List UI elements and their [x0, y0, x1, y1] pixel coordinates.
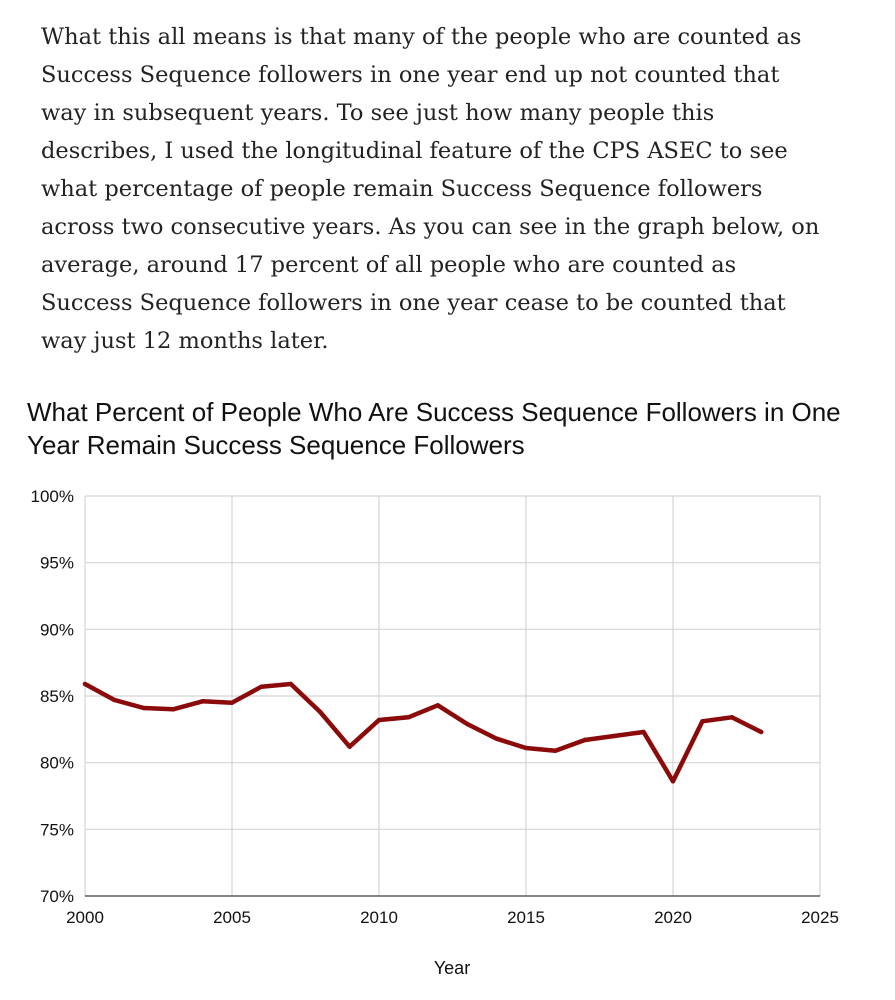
x-axis-label: Year	[434, 958, 470, 978]
x-axis-ticks: 2000 2005 2010 2015 2020 2025	[66, 908, 839, 927]
y-tick-label: 100%	[31, 487, 74, 506]
y-axis-ticks: 70% 75% 80% 85% 90% 95% 100%	[31, 487, 74, 906]
y-tick-label: 90%	[40, 620, 74, 639]
data-point	[229, 700, 235, 705]
x-tick-label: 2010	[360, 908, 398, 927]
data-point	[612, 733, 617, 739]
chart-grid	[84, 495, 821, 897]
data-point	[347, 744, 352, 749]
y-tick-label: 85%	[40, 687, 74, 706]
x-tick-label: 2020	[654, 908, 692, 927]
data-point	[288, 681, 293, 687]
data-point	[759, 729, 764, 735]
data-point	[729, 715, 734, 720]
x-tick-label: 2000	[66, 908, 104, 927]
data-point	[494, 736, 499, 741]
y-tick-label: 95%	[40, 554, 74, 573]
data-point	[465, 721, 470, 727]
data-point	[82, 681, 88, 687]
data-point	[141, 705, 146, 711]
data-point	[523, 745, 529, 751]
series-line	[82, 681, 764, 784]
data-point	[406, 715, 411, 720]
chart-title: What Percent of People Who Are Success S…	[27, 397, 841, 460]
data-point	[582, 737, 587, 743]
data-point	[670, 779, 676, 784]
data-point	[553, 748, 558, 753]
x-tick-label: 2005	[213, 908, 251, 927]
data-point	[259, 684, 264, 689]
article-paragraph: What this all means is that many of the …	[41, 24, 820, 354]
x-tick-label: 2025	[801, 908, 839, 927]
data-point	[641, 729, 646, 735]
y-tick-label: 80%	[40, 754, 74, 773]
data-point	[200, 699, 205, 704]
x-tick-label: 2015	[507, 908, 545, 927]
data-point	[376, 717, 382, 723]
data-point	[318, 709, 323, 715]
data-point	[171, 707, 176, 712]
data-point	[112, 697, 117, 703]
y-tick-label: 75%	[40, 820, 74, 839]
chart-series	[82, 681, 764, 784]
data-point	[700, 719, 705, 724]
data-point	[435, 703, 440, 708]
y-tick-label: 70%	[40, 887, 74, 906]
